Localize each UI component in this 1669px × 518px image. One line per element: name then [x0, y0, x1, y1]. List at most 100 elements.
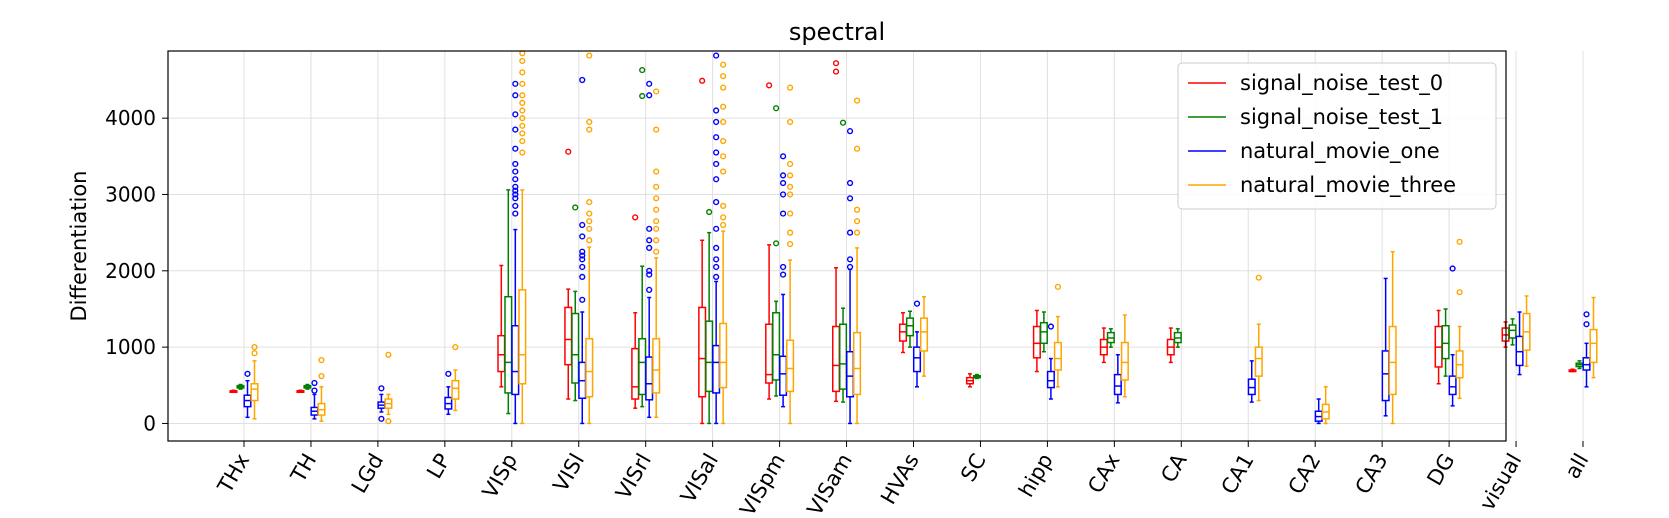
outlier-point [519, 92, 526, 99]
outlier-point [772, 240, 780, 247]
outlier-point [846, 229, 854, 236]
box-natural_movie_one-hipp [1046, 323, 1055, 400]
outlier-point [452, 344, 459, 351]
outlier-point [786, 172, 794, 179]
outlier-point [713, 176, 720, 183]
box-iqr [846, 350, 855, 398]
outlier-point [512, 183, 519, 190]
box-natural_movie_three-CA2 [1321, 386, 1330, 425]
outlier-point [786, 183, 794, 190]
legend-item-natural_movie_three: natural_movie_three [1188, 173, 1456, 198]
box-signal_noise_test_1-VISpm [772, 105, 781, 397]
plot-frame [167, 50, 1507, 442]
box-signal_noise_test_1-HVAs [905, 310, 915, 348]
outlier-point [779, 191, 787, 198]
y-tick-label: 0 [143, 411, 156, 435]
outlier-point [846, 195, 854, 202]
outlier-point [1583, 311, 1590, 318]
box-signal_noise_test_1-THx [236, 383, 245, 390]
box-natural_movie_three-visual [1522, 295, 1531, 367]
box-signal_noise_test_0-all [1568, 368, 1577, 373]
legend-item-natural_movie_one: natural_movie_one [1188, 139, 1440, 164]
box-iqr [698, 306, 707, 398]
box-signal_noise_test_1-TH [303, 383, 312, 390]
outlier-point [779, 271, 787, 278]
outlier-point [519, 99, 526, 106]
box-iqr [631, 347, 640, 400]
outlier-point [653, 168, 660, 175]
outlier-point [646, 225, 653, 232]
box-natural_movie_three-VISam [853, 97, 862, 425]
outlier-point [853, 145, 861, 152]
outlier-point [646, 286, 653, 293]
outlier-point [385, 351, 392, 358]
legend-label: natural_movie_one [1240, 139, 1440, 164]
legend-box [1177, 62, 1497, 210]
box-signal_noise_test_1-CAx [1106, 328, 1115, 348]
outlier-point [378, 415, 385, 422]
box-signal_noise_test_0-TH [296, 389, 305, 394]
y-tick-label: 2000 [105, 259, 156, 283]
box-iqr [1448, 375, 1457, 396]
box-iqr [1381, 350, 1390, 402]
box-natural_movie_three-VISal [719, 61, 728, 425]
box-natural_movie_three-CAx [1120, 314, 1129, 398]
y-axis-label: Differentiation [67, 171, 91, 322]
outlier-point [311, 379, 318, 387]
box-iqr [705, 320, 714, 393]
outlier-point [653, 195, 660, 202]
outlier-point [579, 256, 586, 263]
outlier-point [846, 263, 854, 271]
outlier-point [632, 214, 639, 221]
outlier-point [713, 256, 720, 263]
outlier-point [572, 204, 579, 211]
box-iqr [645, 356, 654, 401]
outlier-point [786, 210, 794, 217]
box-natural_movie_three-THx [250, 344, 259, 420]
box-signal_noise_test_1-hipp [1039, 311, 1048, 353]
outlier-point [512, 191, 519, 198]
box-natural_movie_three-all [1589, 296, 1598, 379]
outlier-point [1456, 238, 1463, 245]
outlier-point [318, 356, 325, 364]
box-iqr [905, 317, 915, 337]
outlier-point [713, 149, 720, 156]
box-iqr [451, 379, 460, 400]
outlier-point [786, 191, 794, 198]
outlier-point [579, 233, 586, 240]
box-natural_movie_three-LP [451, 344, 460, 412]
box-natural_movie_three-VISrl [652, 88, 661, 419]
outlier-point [706, 208, 713, 216]
series-signal_noise_test_1 [236, 66, 1584, 425]
box-iqr [912, 346, 922, 373]
box-iqr [652, 337, 661, 394]
box-iqr [1582, 357, 1591, 371]
box-natural_movie_three-DG [1455, 238, 1464, 400]
outlier-point [765, 82, 773, 89]
outlier-point [720, 221, 727, 229]
outlier-point [579, 248, 586, 255]
outlier-point [519, 115, 526, 122]
outlier-point [519, 149, 526, 156]
box-signal_noise_test_0-CA [1166, 327, 1175, 364]
outlier-point [579, 252, 586, 259]
outlier-point [839, 119, 847, 126]
box-natural_movie_one-CA1 [1247, 360, 1256, 403]
outlier-point [586, 126, 593, 133]
outlier-point [846, 179, 854, 187]
box-iqr [1589, 328, 1598, 364]
outlier-point [653, 88, 660, 95]
box-iqr [1032, 325, 1041, 359]
outlier-point [512, 80, 519, 87]
series-signal_noise_test_0 [229, 60, 1577, 425]
outlier-point [1449, 265, 1456, 272]
outlier-point [579, 221, 586, 229]
box-iqr [1046, 370, 1055, 389]
outlier-point [512, 111, 519, 118]
outlier-point [519, 130, 526, 137]
outlier-point [699, 77, 706, 84]
outlier-point [713, 273, 720, 281]
outlier-point [579, 273, 586, 281]
outlier-point [720, 73, 727, 80]
box-iqr [772, 312, 781, 381]
